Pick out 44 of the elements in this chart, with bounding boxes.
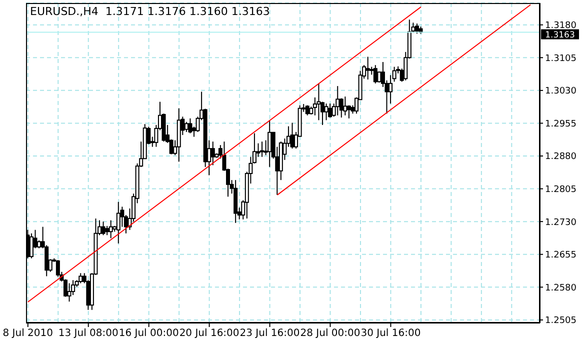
candlestick bbox=[343, 96, 348, 116]
chart-title: EURUSD.,H4 1.3171 1.3176 1.3160 1.3163 bbox=[30, 5, 270, 18]
x-tick-label: 16 Jul 00:00 bbox=[118, 328, 179, 340]
candlestick bbox=[188, 118, 192, 134]
candlestick bbox=[290, 122, 294, 150]
candlestick bbox=[366, 56, 370, 80]
y-tick-label: 1.3030 bbox=[545, 86, 577, 97]
y-tick-label: 1.2880 bbox=[545, 152, 577, 162]
candlestick bbox=[260, 141, 264, 158]
candlestick bbox=[116, 201, 120, 244]
x-tick-label: 28 Jul 00:00 bbox=[300, 328, 360, 340]
y-tick-label: 1.2580 bbox=[545, 283, 577, 294]
candlestick bbox=[184, 121, 188, 132]
candlestick bbox=[373, 64, 378, 84]
candlestick bbox=[414, 23, 419, 34]
y-tick-label: 1.2655 bbox=[545, 250, 576, 261]
candlestick bbox=[29, 232, 34, 259]
x-tick-label: 23 Jul 16:00 bbox=[240, 328, 300, 340]
y-tick-label: 1.2955 bbox=[545, 119, 576, 130]
candlestick bbox=[78, 272, 83, 284]
candlestick bbox=[324, 103, 328, 121]
candlestick bbox=[101, 221, 106, 236]
candlestick bbox=[316, 82, 321, 121]
candlestick bbox=[377, 71, 382, 84]
y-tick-label: 1.3180 bbox=[545, 21, 577, 32]
y-tick-label: 1.2730 bbox=[545, 218, 577, 228]
x-tick-label: 30 Jul 16:00 bbox=[360, 328, 421, 340]
candlestick bbox=[210, 141, 215, 166]
candlestick bbox=[105, 225, 110, 236]
x-tick-label: 8 Jul 2010 bbox=[2, 328, 54, 340]
candlestick bbox=[388, 74, 393, 104]
candlestick bbox=[346, 104, 351, 119]
y-tick-label: 1.2505 bbox=[545, 316, 576, 326]
ref-line-label: 1.3163 bbox=[545, 30, 575, 40]
candlestick bbox=[108, 220, 113, 239]
y-tick-label: 1.3105 bbox=[545, 54, 576, 64]
candlestick bbox=[67, 282, 72, 302]
y-tick-label: 1.2805 bbox=[545, 184, 576, 195]
candlestick bbox=[328, 103, 332, 118]
x-tick-label: 13 Jul 08:00 bbox=[58, 328, 118, 340]
candlestick bbox=[336, 86, 340, 116]
x-tick-label: 20 Jul 16:00 bbox=[179, 328, 240, 340]
candlestick bbox=[56, 260, 60, 278]
candlestick bbox=[268, 120, 272, 168]
